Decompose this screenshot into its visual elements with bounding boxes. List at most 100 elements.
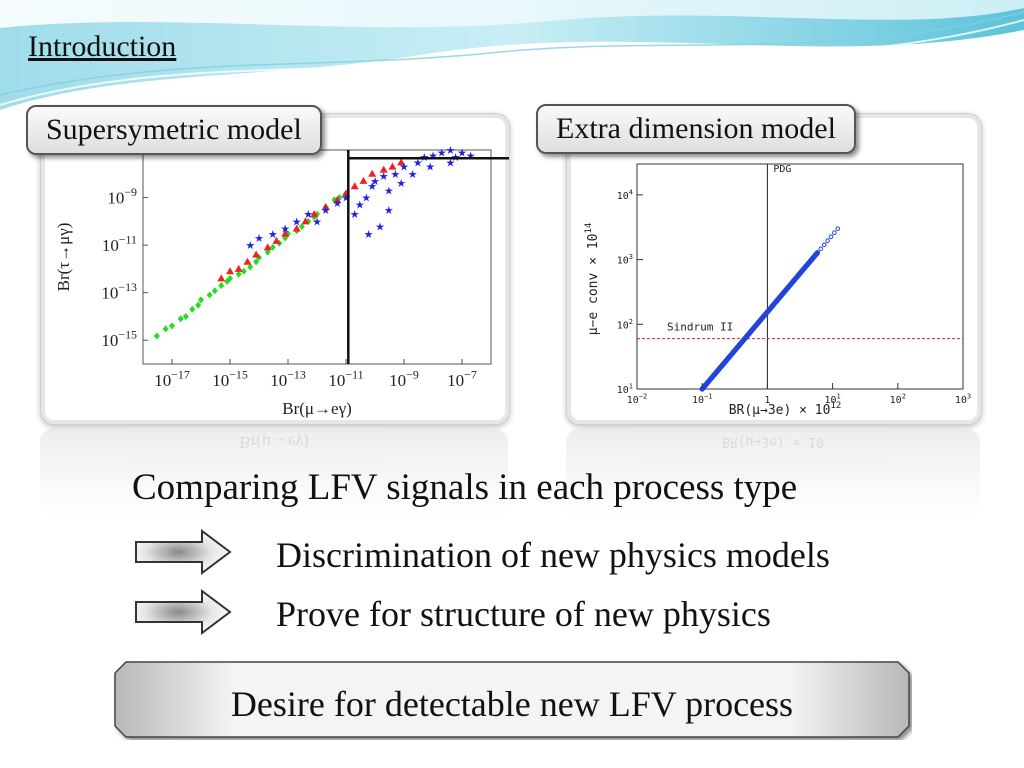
slide-title: Introduction bbox=[28, 30, 177, 63]
scatter-point bbox=[253, 258, 260, 266]
left-y-tick-label: 10−13 bbox=[101, 280, 137, 303]
scatter-point: ★ bbox=[446, 157, 456, 169]
scatter-point bbox=[240, 267, 247, 275]
scatter-point: ★ bbox=[390, 169, 400, 181]
right-x-tick-label: 1 bbox=[764, 395, 770, 406]
scatter-point: ★ bbox=[370, 176, 380, 188]
scatter-point: ★ bbox=[341, 193, 351, 205]
left-x-axis-label: Br(μ→eγ) bbox=[282, 399, 352, 418]
scatter-point bbox=[169, 322, 175, 330]
scatter-point bbox=[234, 264, 243, 272]
scatter-point bbox=[206, 291, 213, 299]
scatter-point bbox=[162, 325, 169, 333]
left-panel-reflection: Br(μ→eγ) bbox=[40, 428, 508, 518]
scatter-point bbox=[263, 243, 272, 251]
left-x-tick-label: 10−9 bbox=[389, 367, 419, 390]
right-y-axis-label: μ−e conv × 1014 bbox=[584, 223, 601, 336]
comparison-heading: Comparing LFV signals in each process ty… bbox=[132, 467, 798, 508]
scatter-point: ★ bbox=[268, 229, 278, 241]
scatter-point bbox=[195, 301, 202, 309]
scatter-point bbox=[227, 274, 233, 282]
extra-dimension-scatter-plot: 10−2 10−1 1 101 102 103 104 103 102 101 PDG Sindr… bbox=[584, 163, 971, 418]
scatter-point: ★ bbox=[425, 162, 435, 174]
scatter-point bbox=[397, 158, 406, 166]
scatter-point: ★ bbox=[364, 229, 374, 241]
left-y-axis-label: Br(τ→μγ) bbox=[54, 223, 73, 292]
scatter-point: ★ bbox=[399, 162, 409, 174]
scatter-point: ★ bbox=[361, 193, 371, 205]
scatter-point bbox=[243, 257, 252, 265]
scatter-point: ★ bbox=[332, 198, 342, 210]
left-x-tick-label: 10−15 bbox=[212, 367, 248, 390]
scatter-point bbox=[814, 250, 821, 256]
scatter-point: ★ bbox=[446, 145, 456, 157]
sindrum-label: Sindrum II bbox=[667, 321, 733, 334]
scatter-point bbox=[832, 230, 837, 236]
scatter-point bbox=[301, 217, 310, 225]
right-x-tick-label: 102 bbox=[890, 393, 906, 407]
scatter-point bbox=[379, 165, 388, 173]
scatter-point bbox=[350, 182, 359, 190]
bullet-discrimination: Discrimination of new physics models bbox=[276, 535, 830, 575]
right-y-tick-label: 101 bbox=[617, 383, 633, 397]
scatter-point bbox=[818, 246, 824, 252]
scatter-point bbox=[825, 238, 830, 244]
left-x-tick-label: 10−13 bbox=[270, 367, 306, 390]
right-panel-reflection: BR(μ→3e) × 10 bbox=[566, 428, 980, 518]
scatter-point: ★ bbox=[437, 147, 447, 159]
scatter-point bbox=[211, 287, 218, 295]
right-plot-frame bbox=[636, 163, 964, 390]
scatter-point bbox=[310, 210, 319, 218]
supersymmetric-model-label: Supersymetric model bbox=[26, 105, 322, 155]
bullet-structure: Prove for structure of new physics bbox=[276, 594, 771, 634]
scatter-point: ★ bbox=[303, 209, 313, 221]
scatter-point: ★ bbox=[408, 169, 418, 181]
scatter-point: ★ bbox=[312, 216, 322, 228]
scatter-point: ★ bbox=[413, 157, 423, 169]
scatter-point bbox=[305, 217, 312, 225]
scatter-point bbox=[264, 248, 271, 256]
scatter-point bbox=[182, 312, 189, 320]
left-reflection-text: Br(μ→eγ) bbox=[239, 433, 309, 452]
scatter-point bbox=[285, 230, 291, 238]
right-x-axis-label: BR(μ→3e) × 1012 bbox=[729, 401, 842, 418]
left-y-tick-label: 10−11 bbox=[102, 232, 137, 255]
extra-dimension-plot-panel: 10−2 10−1 1 101 102 103 104 103 102 101 PDG Sindr… bbox=[566, 113, 982, 425]
scatter-point: ★ bbox=[428, 150, 438, 162]
left-x-tick-label: 10−11 bbox=[328, 367, 363, 390]
scatter-point: ★ bbox=[375, 222, 385, 234]
scatter-point bbox=[298, 223, 305, 231]
scatter-point bbox=[177, 315, 184, 323]
scatter-point bbox=[198, 296, 204, 304]
scatter-point bbox=[226, 267, 234, 275]
arrow-icon bbox=[135, 529, 232, 575]
scatter-point bbox=[828, 234, 834, 240]
scatter-point bbox=[247, 263, 254, 271]
right-y-tick-label: 102 bbox=[617, 318, 633, 332]
scatter-point bbox=[189, 305, 196, 313]
scatter-point bbox=[218, 282, 225, 290]
scatter-point bbox=[269, 243, 276, 251]
scatter-point: ★ bbox=[350, 209, 360, 221]
scatter-point: ★ bbox=[280, 223, 290, 235]
scatter-point: ★ bbox=[457, 147, 467, 159]
right-x-tick-label: 10−2 bbox=[627, 393, 647, 407]
scatter-point: ★ bbox=[396, 178, 406, 190]
scatter-point bbox=[252, 250, 261, 258]
right-x-tick-label: 10−1 bbox=[692, 393, 712, 407]
conclusion-banner bbox=[114, 661, 910, 738]
scatter-point: ★ bbox=[367, 181, 377, 193]
scatter-point: ★ bbox=[245, 240, 255, 252]
scatter-point: ★ bbox=[384, 205, 394, 217]
right-y-tick-label: 104 bbox=[617, 188, 633, 202]
right-x-tick-label: 103 bbox=[955, 393, 971, 407]
scatter-point: ★ bbox=[384, 185, 394, 197]
extra-dimension-model-label: Extra dimension model bbox=[536, 104, 856, 154]
scatter-point bbox=[235, 270, 242, 278]
scatter-point bbox=[281, 229, 290, 237]
header-wave-decoration bbox=[0, 0, 1024, 110]
right-y-tick-label: 103 bbox=[617, 253, 633, 266]
scatter-point: ★ bbox=[466, 150, 476, 162]
scatter-point bbox=[153, 332, 160, 340]
scatter-point: ★ bbox=[379, 171, 389, 183]
